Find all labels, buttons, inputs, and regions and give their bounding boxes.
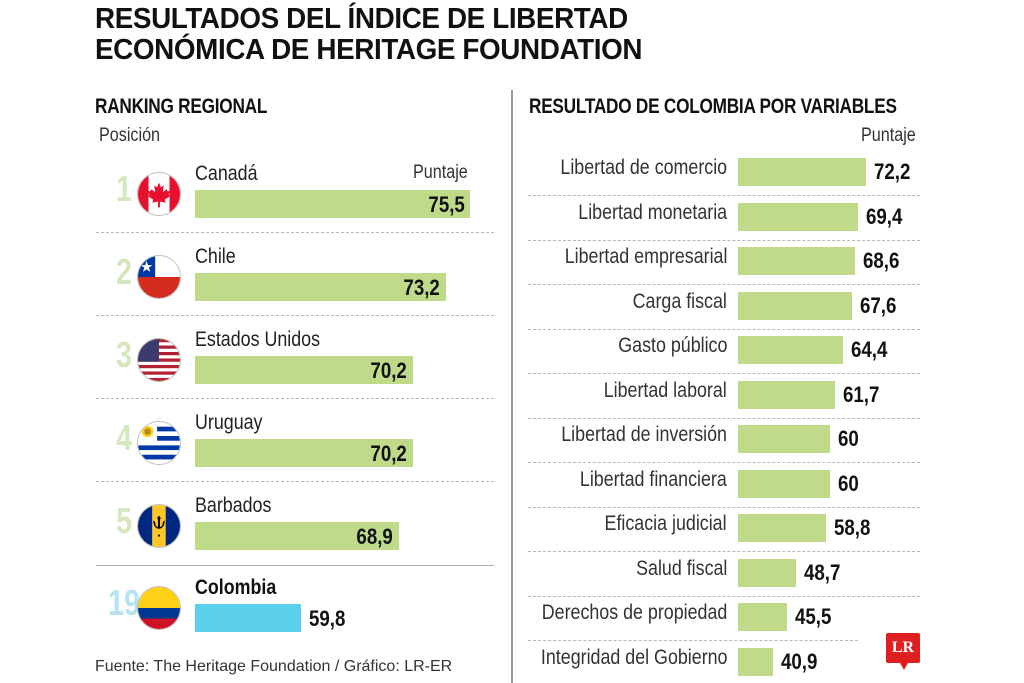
row-separator [528, 551, 920, 552]
variable-name: Carga fiscal [632, 289, 727, 313]
variable-bar [738, 469, 830, 498]
rank-number: 3 [116, 334, 133, 375]
variable-value: 48,7 [804, 559, 841, 585]
variable-name: Salud fiscal [635, 556, 727, 580]
chart-title-line-2: ECONÓMICA DE HERITAGE FOUNDATION [95, 34, 643, 66]
variable-value: 60 [837, 470, 859, 496]
row-separator [96, 481, 494, 482]
country-name: Colombia [195, 576, 277, 599]
variable-name: Gasto público [617, 334, 727, 357]
canada-flag-icon [137, 172, 181, 216]
row-separator [528, 595, 920, 597]
score-value: 75,5 [428, 192, 465, 217]
position-label: Posición [99, 125, 161, 146]
variable-value: 69,4 [865, 203, 903, 229]
rank-number: 2 [116, 251, 133, 292]
score-value: 70,2 [370, 441, 408, 466]
country-name: Canadá [195, 162, 258, 185]
variable-name: Libertad financiera [580, 467, 727, 491]
right-score-label: Puntaje [861, 125, 916, 146]
row-separator [96, 565, 494, 566]
variable-bar [738, 647, 774, 676]
row-separator [528, 239, 920, 241]
lr-logo: LR [886, 633, 920, 670]
score-bar [195, 190, 471, 218]
country-name: Estados Unidos [195, 328, 321, 351]
variable-bar [738, 247, 856, 275]
variable-bar [738, 202, 858, 231]
row-separator [96, 315, 494, 316]
row-separator [528, 328, 920, 330]
variable-bar [738, 336, 843, 364]
country-name: Barbados [195, 494, 272, 517]
row-separator [528, 373, 920, 374]
variable-bar [738, 291, 853, 320]
score-bar [195, 273, 446, 301]
variable-value: 58,8 [834, 515, 871, 540]
row-separator [528, 462, 920, 463]
barbados-flag-icon [137, 504, 181, 548]
uruguay-flag-icon [137, 421, 181, 465]
variable-name: Derechos de propiedad [541, 601, 727, 624]
variable-name: Eficacia judicial [604, 512, 727, 535]
variable-bar [738, 514, 827, 542]
variable-name: Libertad de comercio [560, 156, 727, 179]
row-separator [96, 398, 494, 399]
variable-name: Libertad laboral [603, 378, 727, 402]
variables-title: RESULTADO DE COLOMBIA POR VARIABLES [529, 95, 897, 118]
usa-flag-icon [137, 338, 181, 382]
row-separator [96, 232, 494, 233]
row-separator [528, 506, 920, 508]
score-bar [195, 439, 414, 467]
variable-bar [738, 425, 830, 453]
rank-number: 4 [116, 417, 133, 458]
variable-name: Integridad del Gobierno [540, 645, 727, 669]
rank-number: 5 [116, 500, 133, 541]
score-bar [195, 522, 400, 550]
score-value: 59,8 [308, 606, 346, 631]
variable-value: 60 [837, 426, 859, 451]
country-name: Uruguay [195, 411, 263, 434]
left-score-label: Puntaje [413, 162, 468, 183]
variable-value: 67,6 [860, 292, 897, 318]
chile-flag-icon [137, 255, 181, 299]
score-value: 73,2 [403, 275, 440, 300]
score-value: 70,2 [370, 358, 408, 383]
chart-title: RESULTADOS DEL ÍNDICE DE LIBERTAD ECONÓM… [95, 4, 642, 66]
ranking-regional-title: RANKING REGIONAL [95, 95, 268, 118]
variable-value: 72,2 [874, 159, 911, 184]
row-separator [528, 195, 920, 196]
variable-value: 61,7 [842, 381, 880, 407]
colombia-flag-icon [137, 586, 181, 630]
panel-divider [511, 90, 513, 683]
variable-name: Libertad monetaria [578, 200, 727, 224]
variable-bar [738, 603, 787, 631]
country-name: Chile [195, 245, 236, 268]
source-note: Fuente: The Heritage Foundation / Gráfic… [95, 658, 453, 675]
row-separator [528, 640, 858, 641]
row-separator [528, 284, 920, 285]
rank-number: 19 [108, 582, 141, 623]
score-bar [195, 604, 301, 632]
row-separator [528, 417, 920, 419]
variable-value: 45,5 [794, 604, 832, 629]
rank-number: 1 [116, 168, 133, 209]
variable-bar [738, 158, 866, 186]
variable-value: 64,4 [850, 337, 888, 362]
variable-name: Libertad de inversión [561, 423, 727, 446]
score-bar [195, 356, 414, 384]
score-value: 68,9 [356, 524, 394, 549]
variable-name: Libertad empresarial [564, 245, 727, 268]
chart-title-line-1: RESULTADOS DEL ÍNDICE DE LIBERTAD [95, 3, 628, 35]
variable-bar [738, 380, 835, 409]
variable-bar [738, 558, 797, 587]
variable-value: 68,6 [863, 248, 900, 273]
variable-value: 40,9 [781, 648, 818, 674]
